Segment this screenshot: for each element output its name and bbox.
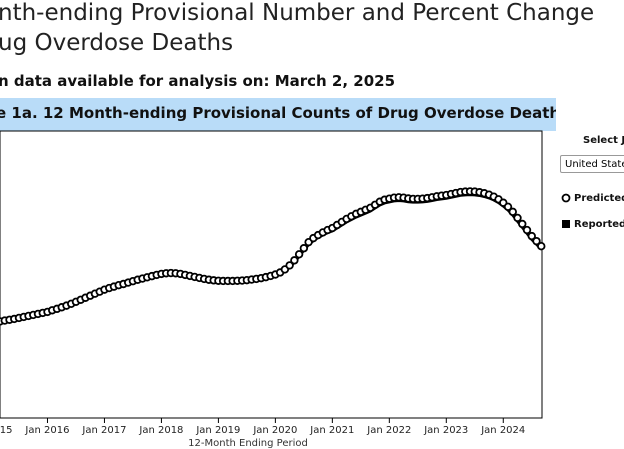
chart-title: e 1a. 12 Month-ending Provisional Counts… (0, 104, 556, 122)
data-point (518, 219, 527, 229)
legend-marker (562, 220, 570, 228)
x-tick-label: Jan 2017 (81, 425, 126, 436)
legend-label: Predicted V (574, 193, 624, 204)
data-point (527, 231, 536, 241)
select-label: Select Jur (583, 135, 624, 146)
data-point (290, 256, 299, 265)
page-title: nth-ending Provisional Number and Percen… (0, 0, 595, 26)
data-point (513, 213, 522, 223)
x-tick-label: 2015 (0, 425, 13, 436)
data-point (299, 244, 309, 253)
data-point (503, 202, 513, 211)
plot-area (0, 187, 546, 326)
x-tick-label: Jan 2024 (480, 425, 525, 436)
x-axis-label: 12-Month Ending Period (188, 438, 308, 449)
x-tick-label: Jan 2020 (252, 425, 297, 436)
legend-marker (561, 193, 571, 203)
jurisdiction-dropdown[interactable]: United States (560, 155, 624, 173)
data-point (285, 261, 294, 270)
x-tick-label: Jan 2016 (24, 425, 69, 436)
data-point (532, 236, 541, 246)
legend-label: Reported V (574, 219, 624, 230)
page-title: ug Overdose Deaths (0, 30, 234, 56)
x-tick-label: Jan 2019 (195, 425, 240, 436)
x-tick-label: Jan 2022 (366, 425, 411, 436)
x-tick-label: Jan 2018 (138, 425, 183, 436)
data-point (508, 207, 517, 217)
x-tick-label: Jan 2023 (423, 425, 468, 436)
data-date: n data available for analysis on: March … (0, 72, 396, 90)
x-tick-label: Jan 2021 (309, 425, 354, 436)
data-point (522, 225, 532, 235)
data-point (294, 250, 304, 259)
data-point (537, 242, 546, 251)
chart-banner: e 1a. 12 Month-ending Provisional Counts… (0, 98, 556, 131)
